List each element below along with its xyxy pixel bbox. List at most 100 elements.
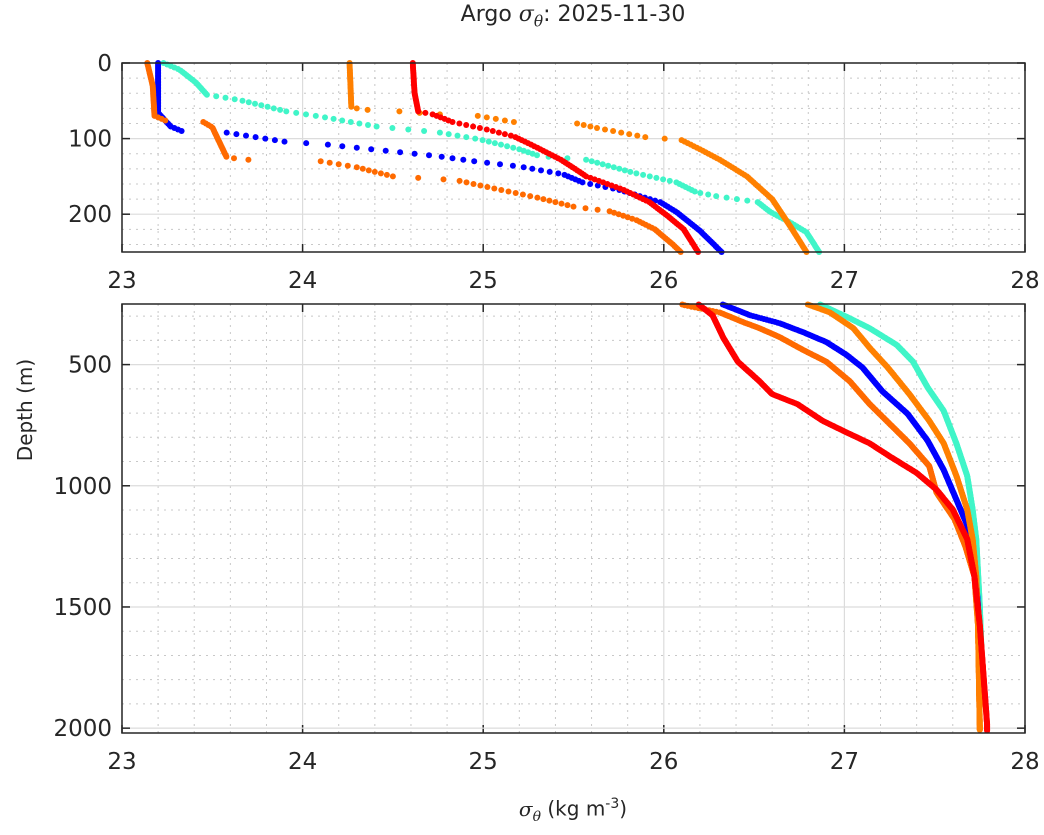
chart-title: Argo σθ: 2025-11-30 [0,2,1044,30]
profile-series-2 [155,60,725,255]
axes-box [121,303,1026,734]
data-point [353,105,360,112]
data-point [510,144,517,151]
data-point [555,170,562,177]
data-point [479,137,486,144]
data-point [552,199,559,206]
data-point [271,137,278,144]
data-point [449,155,456,162]
data-point [223,153,230,160]
data-point [162,117,169,124]
data-point [582,205,589,212]
panel-upper: 23 24 25 26 27 28 0 100 200 [68,51,1040,294]
data-point [611,209,618,216]
xlabel-symbol: σθ [519,797,541,825]
data-point [303,111,309,118]
data-point [245,156,252,163]
data-point [281,138,288,145]
data-point [633,170,640,177]
data-point [594,159,601,166]
y-tick-label: 500 [68,353,112,379]
data-point [445,131,452,138]
data-point [277,106,284,113]
data-point [472,135,479,142]
data-point [203,91,210,98]
data-point [520,164,527,171]
data-point [510,119,517,125]
data-point [426,152,432,159]
data-point [245,99,252,106]
data-point [436,129,443,136]
x-tick-label: 23 [107,749,136,775]
profile-series-3 [144,60,684,255]
x-tick-label: 23 [107,268,136,294]
data-point [239,97,246,104]
data-point [491,140,498,147]
data-point [326,159,333,166]
data-point [621,167,628,174]
data-point [415,174,422,181]
data-point [178,128,185,134]
data-point [371,168,378,175]
data-point [744,197,751,204]
y-tick-label: 100 [68,127,112,153]
data-point [512,190,519,196]
data-point [474,112,481,119]
data-point [564,155,571,162]
data-point [438,153,445,160]
data-point [330,115,337,122]
data-point [504,143,511,150]
data-point [538,167,544,174]
data-point [477,182,484,189]
data-point [564,202,571,209]
data-point [382,147,389,154]
data-point [492,115,499,122]
data-point [580,122,587,128]
data-point [495,129,502,136]
data-point [347,119,354,125]
xlabel-exponent: -3 [605,796,620,812]
data-point [497,161,503,168]
data-point [377,170,384,177]
profile-series-2 [719,301,983,658]
data-point [463,179,470,186]
data-point [642,134,649,141]
data-point [231,155,237,162]
data-point [389,173,396,180]
data-point [594,125,600,131]
data-point [485,138,492,145]
data-point [574,120,581,127]
x-tick-label: 25 [469,268,498,294]
data-point [231,96,238,103]
data-point [339,143,346,150]
data-point [660,176,667,183]
data-point [587,123,594,130]
data-point [223,129,230,136]
data-point [483,114,490,121]
data-point [505,188,512,195]
data-point [501,117,508,124]
data-point [529,165,536,172]
data-point [594,182,601,189]
data-point [498,141,504,148]
data-point [397,149,404,156]
x-tick-label: 26 [649,749,678,775]
profile-series-1 [160,60,823,255]
data-point [588,158,595,165]
data-point [353,144,360,151]
y-tick-label: 0 [97,51,112,77]
data-point [519,191,526,198]
data-point [339,117,346,124]
data-point [491,185,498,192]
data-point [570,203,577,210]
data-point [348,103,355,110]
data-point [264,103,271,110]
data-point [546,168,553,175]
title-theta: θ [533,12,544,31]
data-point [599,161,606,168]
x-tick-label: 27 [830,268,859,294]
data-point [365,122,371,128]
data-point [501,131,508,138]
data-point [733,196,740,203]
